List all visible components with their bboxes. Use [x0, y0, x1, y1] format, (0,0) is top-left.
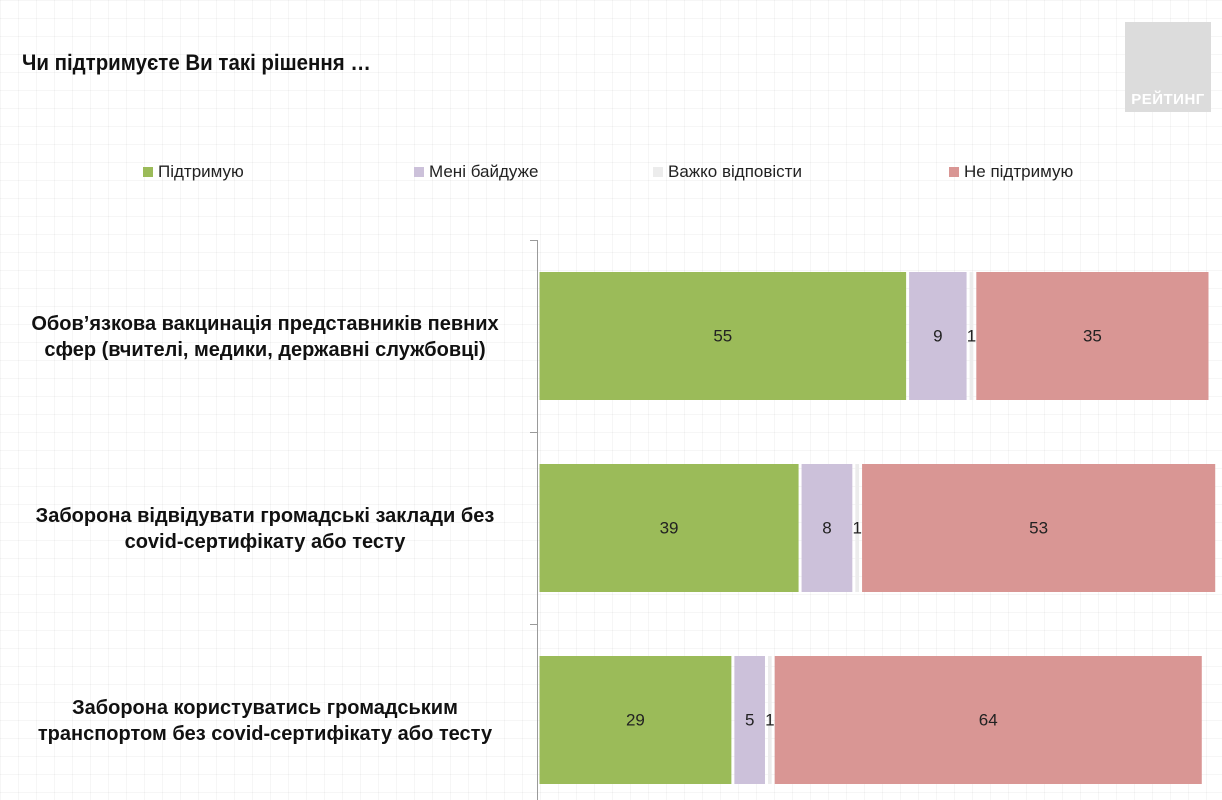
legend-swatch-hard-to-say	[653, 167, 663, 177]
legend-item-hard-to-say: Важко відповісти	[653, 161, 802, 183]
legend-item-support: Підтримую	[143, 161, 244, 183]
data-label-indifferent-1: 9	[933, 327, 942, 346]
chart-title: Чи підтримуєте Ви такі рішення …	[22, 50, 371, 75]
data-label-hard-to-say-2: 1	[852, 519, 861, 538]
category-label-3: Заборона користуватись громадським транс…	[37, 697, 493, 745]
data-label-not-support-1: 35	[1083, 327, 1102, 346]
bar-indifferent-2	[801, 464, 853, 592]
axis-tick	[530, 240, 538, 241]
bar-support-1	[539, 272, 907, 400]
bar-hard-to-say-2	[855, 464, 860, 592]
bar-hard-to-say-1	[969, 272, 974, 400]
category-label-1: Обов’язкова вакцинація представників пев…	[31, 313, 499, 361]
data-label-support-2: 39	[660, 519, 679, 538]
legend-label-indifferent: Мені байдуже	[429, 162, 539, 181]
bar-hard-to-say-3	[767, 656, 772, 784]
legend-item-indifferent: Мені байдуже	[414, 161, 538, 183]
legend-label-not-support: Не підтримую	[964, 162, 1074, 181]
data-label-support-3: 29	[626, 711, 645, 730]
legend-label-hard-to-say: Важко відповісти	[668, 162, 802, 181]
legend-swatch-not-support	[949, 167, 959, 177]
bar-support-3	[539, 656, 732, 784]
rating-logo: РЕЙТИНГ	[1125, 22, 1211, 112]
axis-tick	[530, 624, 538, 625]
legend-item-not-support: Не підтримую	[949, 161, 1073, 183]
data-label-indifferent-2: 8	[822, 519, 831, 538]
data-label-hard-to-say-1: 1	[967, 327, 976, 346]
bar-not-support-3	[774, 656, 1202, 784]
category-axis	[537, 240, 538, 800]
logo-text: РЕЙТИНГ	[1131, 91, 1205, 108]
bar-not-support-2	[862, 464, 1216, 592]
legend-swatch-indifferent	[414, 167, 424, 177]
axis-tick	[530, 432, 538, 433]
legend-swatch-support	[143, 167, 153, 177]
category-label-2: Заборона відвідувати громадські заклади …	[35, 505, 495, 553]
data-label-support-1: 55	[713, 327, 732, 346]
legend-label-support: Підтримую	[158, 162, 244, 181]
bar-not-support-1	[976, 272, 1209, 400]
data-label-not-support-3: 64	[979, 711, 998, 730]
data-label-not-support-2: 53	[1029, 519, 1048, 538]
bar-indifferent-3	[734, 656, 765, 784]
bar-support-2	[539, 464, 799, 592]
data-label-hard-to-say-3: 1	[765, 711, 774, 730]
data-label-indifferent-3: 5	[745, 711, 754, 730]
bar-indifferent-1	[909, 272, 967, 400]
